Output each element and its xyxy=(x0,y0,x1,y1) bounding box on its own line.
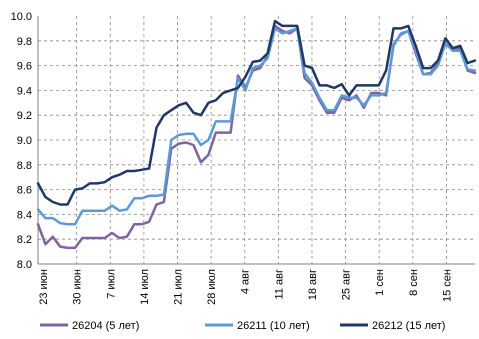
y-tick-label: 9.4 xyxy=(17,85,32,97)
y-tick-label: 9.8 xyxy=(17,36,32,48)
x-tick-label: 30 июн xyxy=(72,269,84,305)
x-tick-label: 25 авг xyxy=(341,269,353,300)
y-tick-label: 8.8 xyxy=(17,160,32,172)
y-axis: 8.0 8.2 8.4 8.6 8.8 9.0 9.2 9.4 9.6 9.8 10.0 xyxy=(11,11,32,271)
x-tick-label: 15 сен xyxy=(441,269,453,302)
x-axis: 23 июн 30 июн 7 июл 14 июл 21 июл 28 июл 4 авг… xyxy=(38,269,453,305)
y-tick-label: 8.0 xyxy=(17,259,32,271)
x-tick-label: 23 июн xyxy=(38,269,50,305)
legend: 26204 (5 лет) 26211 (10 лет) 26212 (15 лет… xyxy=(40,320,445,332)
y-tick-label: 8.2 xyxy=(17,234,32,246)
y-tick-label: 9.6 xyxy=(17,61,32,73)
series-line-3 xyxy=(36,19,477,206)
x-tick-label: 18 авг xyxy=(307,269,319,300)
x-tick-label: 1 сен xyxy=(374,269,386,296)
y-tick-label: 8.4 xyxy=(17,209,32,221)
x-tick-label: 8 сен xyxy=(408,269,420,296)
x-tick-label: 4 авг xyxy=(240,269,252,294)
series-line-2 xyxy=(36,27,477,226)
y-tick-label: 9.2 xyxy=(17,110,32,122)
legend-label-3: 26212 (15 лет) xyxy=(372,320,445,332)
y-tick-label: 9.0 xyxy=(17,135,32,147)
series-lines xyxy=(36,19,477,250)
x-tick-label: 14 июл xyxy=(139,269,151,305)
legend-label-2: 26211 (10 лет) xyxy=(237,320,310,332)
x-tick-label: 28 июл xyxy=(206,269,218,305)
y-tick-label: 8.6 xyxy=(17,185,32,197)
y-tick-label: 10.0 xyxy=(11,11,32,23)
legend-label-1: 26204 (5 лет) xyxy=(72,320,139,332)
x-tick-label: 7 июл xyxy=(105,269,117,299)
gridlines xyxy=(38,16,475,264)
x-tick-label: 21 июл xyxy=(173,269,185,305)
x-tick-label: 11 авг xyxy=(273,269,285,299)
plot-frame xyxy=(37,16,475,265)
